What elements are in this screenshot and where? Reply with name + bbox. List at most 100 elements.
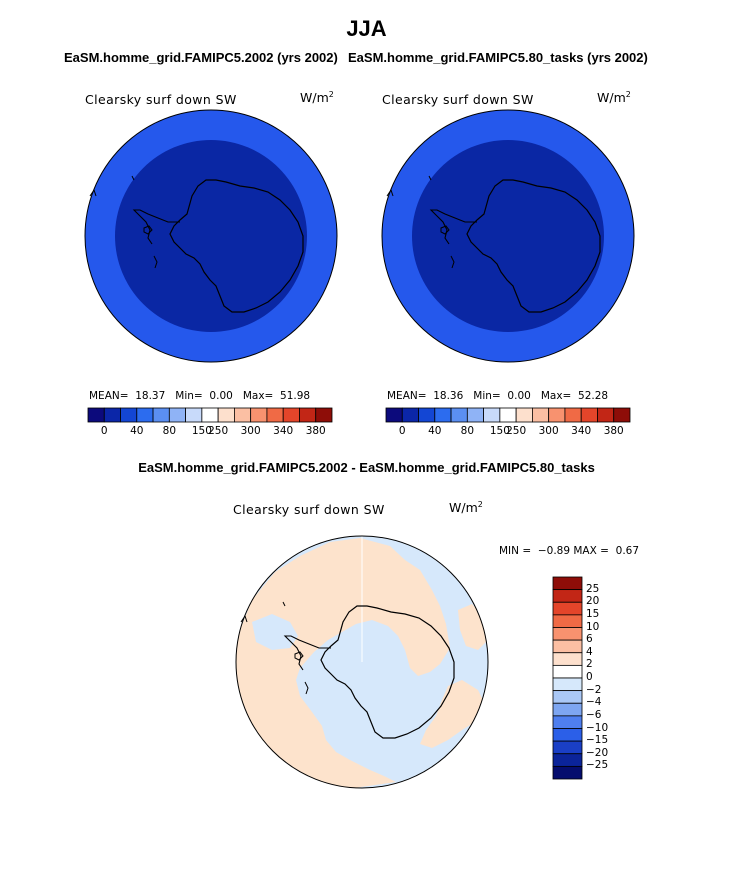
colorbar-swatch bbox=[120, 407, 138, 423]
diff-panel-title: EaSM.homme_grid.FAMIPC5.2002 - EaSM.homm… bbox=[138, 460, 595, 475]
panel-1-mean-label: MEAN= bbox=[89, 390, 129, 402]
colorbar-swatch bbox=[483, 407, 501, 423]
colorbar-tick-label: 15 bbox=[586, 607, 600, 620]
diff-coast-fragment-2 bbox=[282, 601, 286, 607]
panel-2-coast-fragment-2 bbox=[428, 175, 432, 181]
colorbar-tick-label: −4 bbox=[586, 696, 602, 709]
panel-1-max-label: Max= bbox=[242, 390, 274, 402]
colorbar-swatch bbox=[315, 407, 333, 423]
colorbar-swatch bbox=[233, 407, 252, 423]
colorbar-swatch bbox=[282, 407, 300, 423]
colorbar-tick-label: −2 bbox=[586, 683, 602, 696]
colorbar-swatch bbox=[552, 614, 583, 628]
colorbar-swatch bbox=[499, 407, 517, 423]
colorbar-swatch bbox=[552, 627, 583, 641]
colorbar-swatch bbox=[552, 576, 583, 591]
colorbar-swatch bbox=[597, 407, 615, 423]
panel-1-coast-fragment bbox=[153, 255, 158, 269]
colorbar-swatch bbox=[201, 407, 219, 423]
colorbar-tick-label: 40 bbox=[428, 425, 442, 437]
diff-positive-region-main bbox=[236, 538, 450, 788]
colorbar-tick-label: 150 bbox=[191, 425, 212, 437]
colorbar-swatch bbox=[552, 677, 583, 692]
panel-2-title: EaSM.homme_grid.FAMIPC5.80_tasks (yrs 20… bbox=[348, 50, 648, 65]
colorbar-swatch bbox=[152, 407, 170, 423]
panel-2-units-label: W/m2 bbox=[597, 90, 631, 106]
colorbar-tick-label: 6 bbox=[586, 633, 593, 646]
colorbar-swatch bbox=[136, 407, 154, 423]
diff-min-label: MIN = bbox=[499, 545, 532, 557]
colorbar-swatch bbox=[552, 740, 583, 755]
panel-1-mean-value: 18.37 bbox=[135, 390, 166, 402]
panel-2-max-value: 52.28 bbox=[578, 390, 609, 402]
colorbar-tick-label: 250 bbox=[506, 425, 527, 437]
colorbar-swatch bbox=[266, 407, 284, 423]
colorbar-tick-label: 340 bbox=[273, 425, 294, 437]
colorbar-swatch bbox=[552, 715, 583, 729]
panel-1-island bbox=[143, 225, 153, 235]
colorbar-tick-label: 250 bbox=[208, 425, 229, 437]
colorbar-tick-label: 300 bbox=[240, 425, 261, 437]
diff-negative-pocket bbox=[252, 614, 298, 650]
panel-1-colorbar bbox=[87, 407, 333, 423]
panel-1-stats: MEAN= 18.37 Min= 0.00 Max= 51.98 bbox=[89, 390, 310, 402]
colorbar-swatch bbox=[552, 702, 583, 717]
panel-1-max-value: 51.98 bbox=[280, 390, 311, 402]
colorbar-swatch bbox=[299, 407, 317, 423]
colorbar-swatch bbox=[434, 407, 452, 423]
diff-stats: MIN = −0.89 MAX = 0.67 bbox=[499, 545, 639, 557]
panel-1-units-label: W/m2 bbox=[300, 90, 334, 106]
panel-2-coastline bbox=[466, 179, 601, 313]
colorbar-tick-label: 80 bbox=[460, 425, 475, 437]
colorbar-swatch bbox=[580, 407, 598, 423]
panel-2-coast-fragment-3 bbox=[386, 188, 394, 197]
colorbar-swatch bbox=[87, 407, 105, 423]
colorbar-swatch bbox=[250, 407, 268, 423]
colorbar-tick-label: 25 bbox=[586, 582, 600, 595]
colorbar-tick-label: 0 bbox=[100, 425, 108, 437]
colorbar-swatch bbox=[552, 664, 583, 679]
colorbar-tick-label: 300 bbox=[538, 425, 559, 437]
colorbar-swatch bbox=[552, 639, 583, 654]
colorbar-swatch bbox=[103, 407, 121, 423]
panel-2-inner-region bbox=[412, 140, 604, 332]
colorbar-tick-label: 380 bbox=[305, 425, 326, 437]
panel-2-mean-label: MEAN= bbox=[387, 390, 427, 402]
diff-coast-fragment-3 bbox=[240, 614, 248, 623]
colorbar-swatch bbox=[552, 765, 583, 780]
panel-1-min-label: Min= bbox=[175, 390, 203, 402]
colorbar-swatch bbox=[385, 407, 403, 423]
panel-1-inner-region bbox=[115, 140, 307, 332]
panel-2-island bbox=[440, 225, 450, 235]
page-title: JJA bbox=[346, 16, 387, 41]
colorbar-swatch bbox=[552, 589, 583, 603]
panel-1-coast-fragment-2 bbox=[131, 175, 135, 181]
colorbar-tick-label: 2 bbox=[586, 658, 593, 671]
colorbar-swatch bbox=[552, 690, 583, 704]
diff-variable-label: Clearsky surf down SW bbox=[233, 502, 385, 517]
colorbar-swatch bbox=[552, 753, 583, 767]
diff-coastline bbox=[320, 605, 455, 739]
panel-1-min-value: 0.00 bbox=[209, 390, 233, 402]
diff-positive-region-south bbox=[420, 680, 486, 748]
diff-map bbox=[235, 535, 489, 789]
diff-colorbar bbox=[552, 576, 583, 780]
colorbar-tick-label: 0 bbox=[586, 671, 593, 683]
colorbar-tick-label: 0 bbox=[398, 425, 406, 437]
colorbar-swatch bbox=[552, 652, 583, 666]
colorbar-swatch bbox=[515, 407, 533, 423]
colorbar-tick-label: 10 bbox=[586, 620, 600, 633]
panel-2-map bbox=[381, 109, 635, 363]
panel-2-min-value: 0.00 bbox=[507, 390, 531, 402]
colorbar-tick-label: −15 bbox=[586, 734, 609, 747]
colorbar-tick-label: 380 bbox=[603, 425, 624, 437]
colorbar-tick-label: 150 bbox=[489, 425, 510, 437]
colorbar-swatch bbox=[564, 407, 582, 423]
colorbar-swatch bbox=[613, 407, 631, 423]
diff-coast-fragment bbox=[304, 681, 309, 695]
colorbar-swatch bbox=[450, 407, 468, 423]
colorbar-tick-label: −6 bbox=[586, 708, 602, 721]
panel-2-mean-value: 18.36 bbox=[433, 390, 464, 402]
panel-2-variable-label: Clearsky surf down SW bbox=[382, 92, 534, 107]
